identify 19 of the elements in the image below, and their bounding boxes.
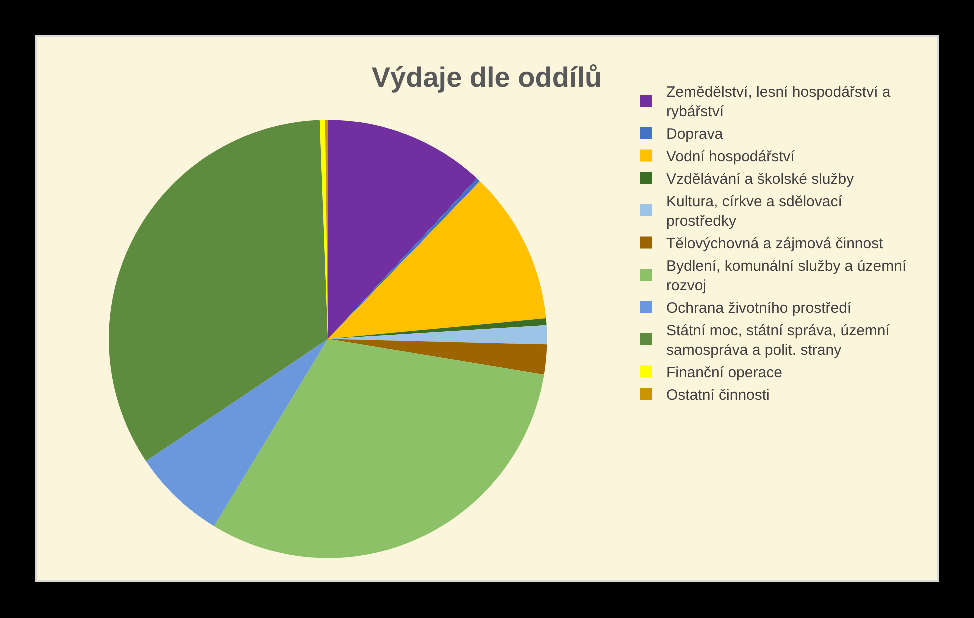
legend-label: Zemědělství, lesní hospodářství a rybářství (666, 84, 892, 121)
pie-slice (146, 339, 328, 526)
legend-label: Finanční operace (666, 364, 782, 382)
legend-label: Bydlení, komunální služby a územní rozvoj (666, 258, 908, 295)
legend-label: Doprava (666, 126, 724, 144)
legend-label: Tělovýchovná a zájmová činnost (666, 236, 884, 253)
pie-slice (214, 339, 544, 558)
pie-slice (109, 120, 328, 462)
legend-label: Vodní hospodářství (666, 148, 796, 166)
pie-slice (328, 325, 548, 345)
chart-title: Výdaje dle oddílů (372, 62, 602, 93)
legend-label: Ostatní činnosti (666, 387, 770, 404)
pie-slice (328, 339, 548, 375)
legend-label: Státní moc, státní správa, územní samospráva a polit. strany (666, 322, 891, 360)
legend-label: Kultura, církve a sdělovací prostředky (666, 194, 844, 230)
pie-slice (328, 120, 478, 340)
legend-label: Ochrana životního prostředí (666, 300, 852, 318)
legend-label: Vzdělávání a školské služby (666, 171, 855, 188)
pie-slice (328, 181, 546, 340)
